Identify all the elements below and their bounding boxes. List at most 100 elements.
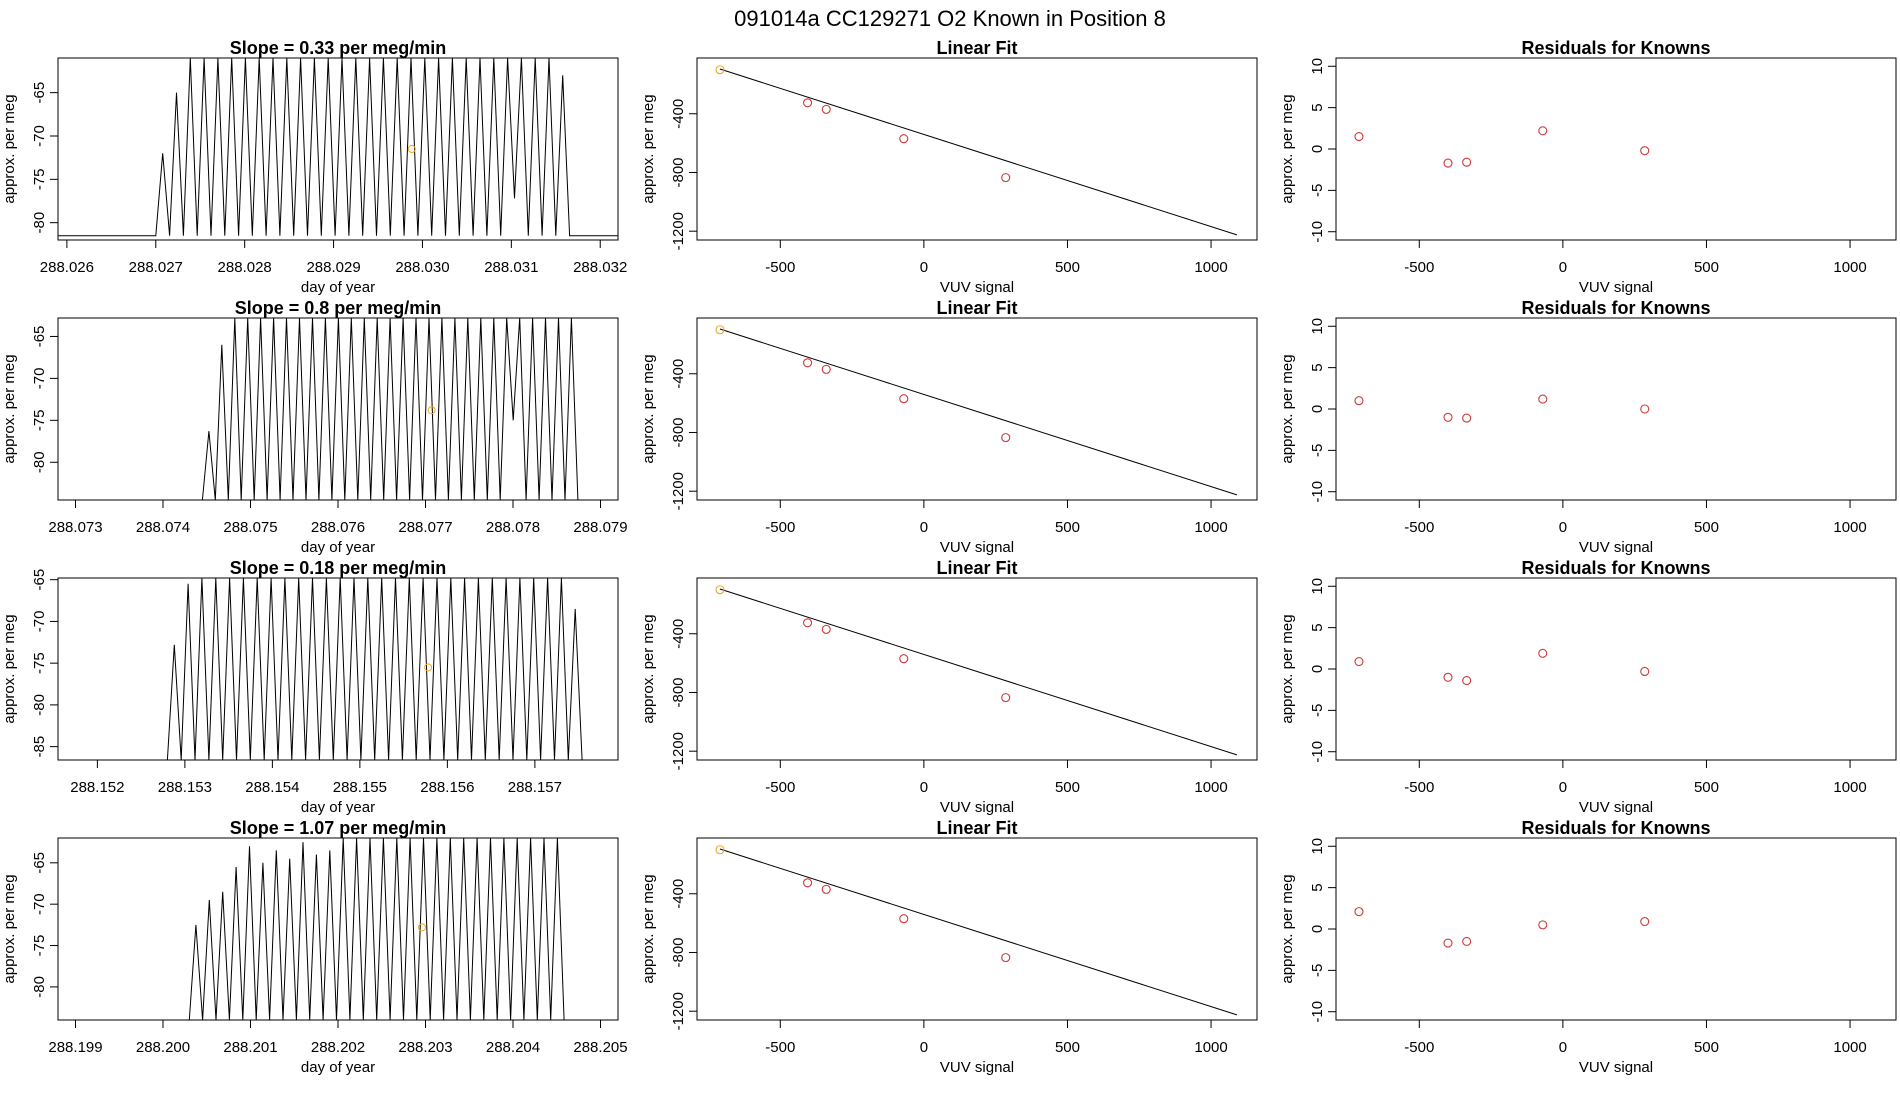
chart-panel: Linear Fit VUV signal approx. per meg -500 0… [640, 558, 1258, 816]
x-tick-label: 288.078 [486, 519, 540, 536]
chart-title: Residuals for Knowns [1521, 818, 1710, 838]
x-tick-label: 500 [1055, 1039, 1080, 1056]
x-tick-label: 1000 [1833, 779, 1866, 796]
chart-title: Residuals for Knowns [1521, 38, 1710, 58]
x-tick-label: -500 [765, 519, 795, 536]
x-tick-label: 500 [1055, 519, 1080, 536]
x-tick-label: 288.152 [70, 779, 124, 796]
x-axis-label: day of year [301, 539, 375, 556]
fit-line [719, 848, 1238, 1016]
x-tick-label: 288.204 [486, 1039, 540, 1056]
chart-panel: Linear Fit VUV signal approx. per meg -500 0… [640, 38, 1258, 296]
y-tick-label: 0 [1309, 145, 1326, 153]
y-axis-label: approx. per meg [1, 614, 18, 723]
y-tick-label: -70 [31, 125, 48, 147]
x-axis-label: VUV signal [940, 799, 1014, 816]
data-point [899, 394, 909, 404]
x-axis-label: VUV signal [1579, 279, 1653, 296]
plot-frame [1335, 317, 1897, 501]
x-tick-label: 288.074 [136, 519, 190, 536]
plot-area [715, 325, 1238, 496]
x-tick-label: 288.029 [306, 259, 360, 276]
x-tick-label: 0 [1559, 259, 1567, 276]
data-point [1462, 413, 1472, 423]
y-tick-label: -70 [31, 893, 48, 915]
x-tick-label: 288.075 [223, 519, 277, 536]
x-tick-label: 288.032 [573, 259, 627, 276]
x-tick-label: 500 [1694, 519, 1719, 536]
y-tick-label: -85 [31, 736, 48, 758]
plot-frame [696, 317, 1258, 501]
y-tick-label: -70 [31, 368, 48, 390]
data-trace [58, 578, 618, 760]
x-tick-label: 500 [1055, 779, 1080, 796]
x-tick-label: 288.030 [395, 259, 449, 276]
data-point [821, 364, 831, 374]
y-tick-label: -400 [670, 99, 687, 129]
x-tick-label: 1000 [1833, 1039, 1866, 1056]
data-point [1462, 157, 1472, 167]
y-tick-label: -80 [31, 451, 48, 473]
x-axis-label: VUV signal [1579, 1059, 1653, 1076]
plot-frame [1335, 837, 1897, 1021]
x-tick-label: -500 [1404, 779, 1434, 796]
x-tick-label: 288.199 [48, 1039, 102, 1056]
y-tick-label: -5 [1309, 444, 1326, 457]
plot-frame [1335, 577, 1897, 761]
plot-frame [57, 57, 619, 241]
x-tick-label: 288.154 [245, 779, 299, 796]
plot-frame [696, 837, 1258, 1021]
chart-title: Linear Fit [936, 818, 1017, 838]
y-tick-label: -800 [670, 157, 687, 187]
plot-frame [696, 577, 1258, 761]
y-tick-label: -400 [670, 879, 687, 909]
x-tick-label: 288.155 [333, 779, 387, 796]
x-axis-label: VUV signal [940, 1059, 1014, 1076]
y-tick-label: -400 [670, 359, 687, 389]
data-trace [58, 838, 618, 1020]
x-tick-label: -500 [765, 779, 795, 796]
data-point [1538, 648, 1548, 658]
y-tick-label: -65 [31, 326, 48, 348]
plot-area [58, 318, 618, 500]
data-point [899, 654, 909, 664]
y-tick-label: 10 [1309, 58, 1326, 75]
x-tick-label: 288.203 [398, 1039, 452, 1056]
data-point [1538, 920, 1548, 930]
chart-title: Slope = 1.07 per meg/min [230, 818, 447, 838]
data-point [803, 878, 813, 888]
chart-panel: Slope = 0.33 per meg/min day of year appro… [1, 38, 627, 296]
y-tick-label: -80 [31, 212, 48, 234]
data-point [1462, 676, 1472, 686]
data-point [899, 914, 909, 924]
plot-area [58, 58, 618, 237]
x-tick-label: -500 [765, 1039, 795, 1056]
highlight-point [407, 145, 416, 153]
y-tick-label: -5 [1309, 184, 1326, 197]
panels: Slope = 0.33 per meg/min day of year appro… [1, 38, 1897, 1076]
y-axis-label: approx. per meg [640, 874, 657, 983]
y-tick-label: 5 [1309, 883, 1326, 891]
x-tick-label: 288.153 [158, 779, 212, 796]
x-tick-label: 288.027 [129, 259, 183, 276]
data-point [1538, 394, 1548, 404]
chart-title: Slope = 0.18 per meg/min [230, 558, 447, 578]
y-axis-label: approx. per meg [1279, 354, 1296, 463]
x-tick-label: 1000 [1833, 259, 1866, 276]
data-point [821, 884, 831, 894]
x-tick-label: 288.200 [136, 1039, 190, 1056]
y-axis-label: approx. per meg [640, 354, 657, 463]
x-tick-label: 1000 [1194, 1039, 1227, 1056]
x-tick-label: 0 [920, 1039, 928, 1056]
y-tick-label: 5 [1309, 363, 1326, 371]
x-tick-label: -500 [1404, 519, 1434, 536]
x-tick-label: 288.202 [311, 1039, 365, 1056]
data-point [1640, 404, 1650, 414]
x-axis-label: day of year [301, 799, 375, 816]
data-point [1640, 666, 1650, 677]
x-tick-label: 1000 [1194, 519, 1227, 536]
plot-area [58, 578, 618, 760]
y-tick-label: -80 [31, 976, 48, 998]
plot-frame [696, 57, 1258, 241]
y-tick-label: 10 [1309, 838, 1326, 855]
